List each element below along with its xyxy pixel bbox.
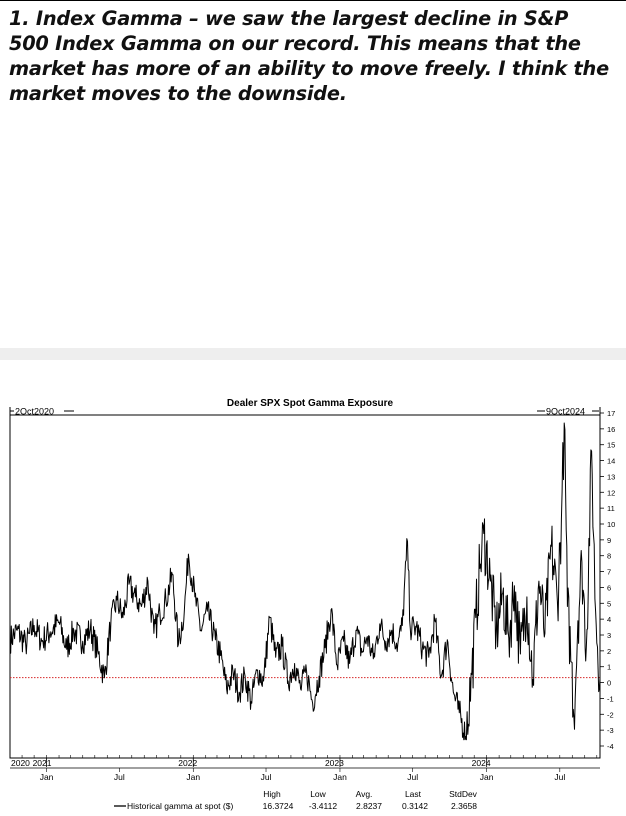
headline-text: 1. Index Gamma – we saw the largest decl… <box>9 7 609 105</box>
month-label: Jul <box>114 772 125 782</box>
y-tick-label: 3 <box>607 631 611 640</box>
y-tick-label: 14 <box>607 457 615 466</box>
start-date-label: 2Oct2020 <box>15 407 54 417</box>
stats-header-high: High <box>263 789 281 799</box>
y-tick-label: 1 <box>607 663 611 672</box>
year-label: 2024 <box>472 758 491 768</box>
y-tick-label: 10 <box>607 520 615 529</box>
year-label: 2020 <box>11 758 30 768</box>
y-tick-label: 15 <box>607 441 615 450</box>
chart-title: Dealer SPX Spot Gamma Exposure <box>227 398 394 409</box>
y-tick-label: 4 <box>607 615 611 624</box>
y-tick-label: 12 <box>607 488 615 497</box>
legend-series-name: Historical gamma at spot ($) <box>127 801 233 811</box>
y-tick-label: 13 <box>607 472 615 481</box>
month-label: Jan <box>40 772 54 782</box>
stats-header-stddev: StdDev <box>449 789 478 799</box>
stats-header-avg: Avg. <box>356 789 373 799</box>
separator-band <box>0 348 626 360</box>
month-label: Jul <box>261 772 272 782</box>
y-tick-label: 7 <box>607 568 611 577</box>
stats-value-stddev: 2.3658 <box>451 801 477 811</box>
gamma-chart: Dealer SPX Spot Gamma Exposure 2Oct2020 … <box>9 398 615 811</box>
month-label: Jul <box>554 772 565 782</box>
y-tick-label: 11 <box>607 504 615 513</box>
end-date-label: 9Oct2024 <box>546 407 585 417</box>
series-line <box>9 422 601 741</box>
month-label: Jan <box>333 772 347 782</box>
y-tick-label: -4 <box>607 742 614 751</box>
y-tick-label: 8 <box>607 552 611 561</box>
month-label: Jan <box>186 772 200 782</box>
month-label: Jan <box>480 772 494 782</box>
stats-header-last: Last <box>405 789 422 799</box>
y-tick-label: 0 <box>607 679 611 688</box>
y-tick-label: 16 <box>607 425 615 434</box>
month-label: Jul <box>407 772 418 782</box>
stats-value-last: 0.3142 <box>402 801 428 811</box>
stats-value-avg: 2.8237 <box>356 801 382 811</box>
y-tick-label: -1 <box>607 694 614 703</box>
chart-panel: Dealer SPX Spot Gamma Exposure 2Oct2020 … <box>0 360 626 811</box>
stats-value-low: -3.4112 <box>309 801 337 811</box>
year-label: 2021 <box>33 758 52 768</box>
y-tick-label: 9 <box>607 536 611 545</box>
y-tick-label: -2 <box>607 710 614 719</box>
y-tick-label: -3 <box>607 726 614 735</box>
stats-value-high: 16.3724 <box>263 801 294 811</box>
y-tick-label: 17 <box>607 409 615 418</box>
year-label: 2023 <box>325 758 344 768</box>
year-label: 2022 <box>178 758 197 768</box>
top-divider <box>0 0 626 1</box>
plot-frame <box>9 414 601 759</box>
y-tick-label: 6 <box>607 583 611 592</box>
y-tick-label: 5 <box>607 599 611 608</box>
stats-header-low: Low <box>310 789 326 799</box>
y-tick-label: 2 <box>607 647 611 656</box>
